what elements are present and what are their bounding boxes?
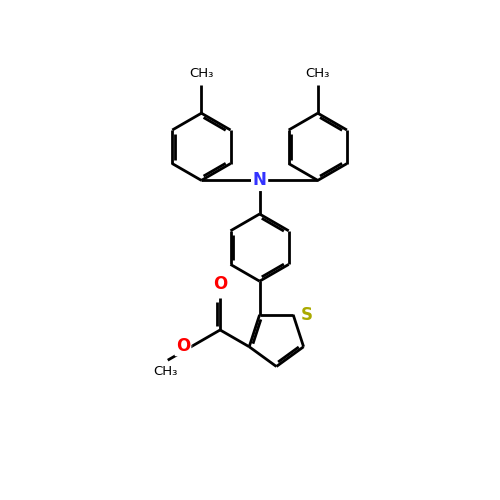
Text: O: O <box>176 337 190 355</box>
Text: CH₃: CH₃ <box>189 67 214 80</box>
Text: CH₃: CH₃ <box>153 365 178 378</box>
Text: O: O <box>213 275 227 293</box>
Text: CH₃: CH₃ <box>306 67 330 80</box>
Text: S: S <box>300 306 312 324</box>
Text: N: N <box>252 172 266 190</box>
